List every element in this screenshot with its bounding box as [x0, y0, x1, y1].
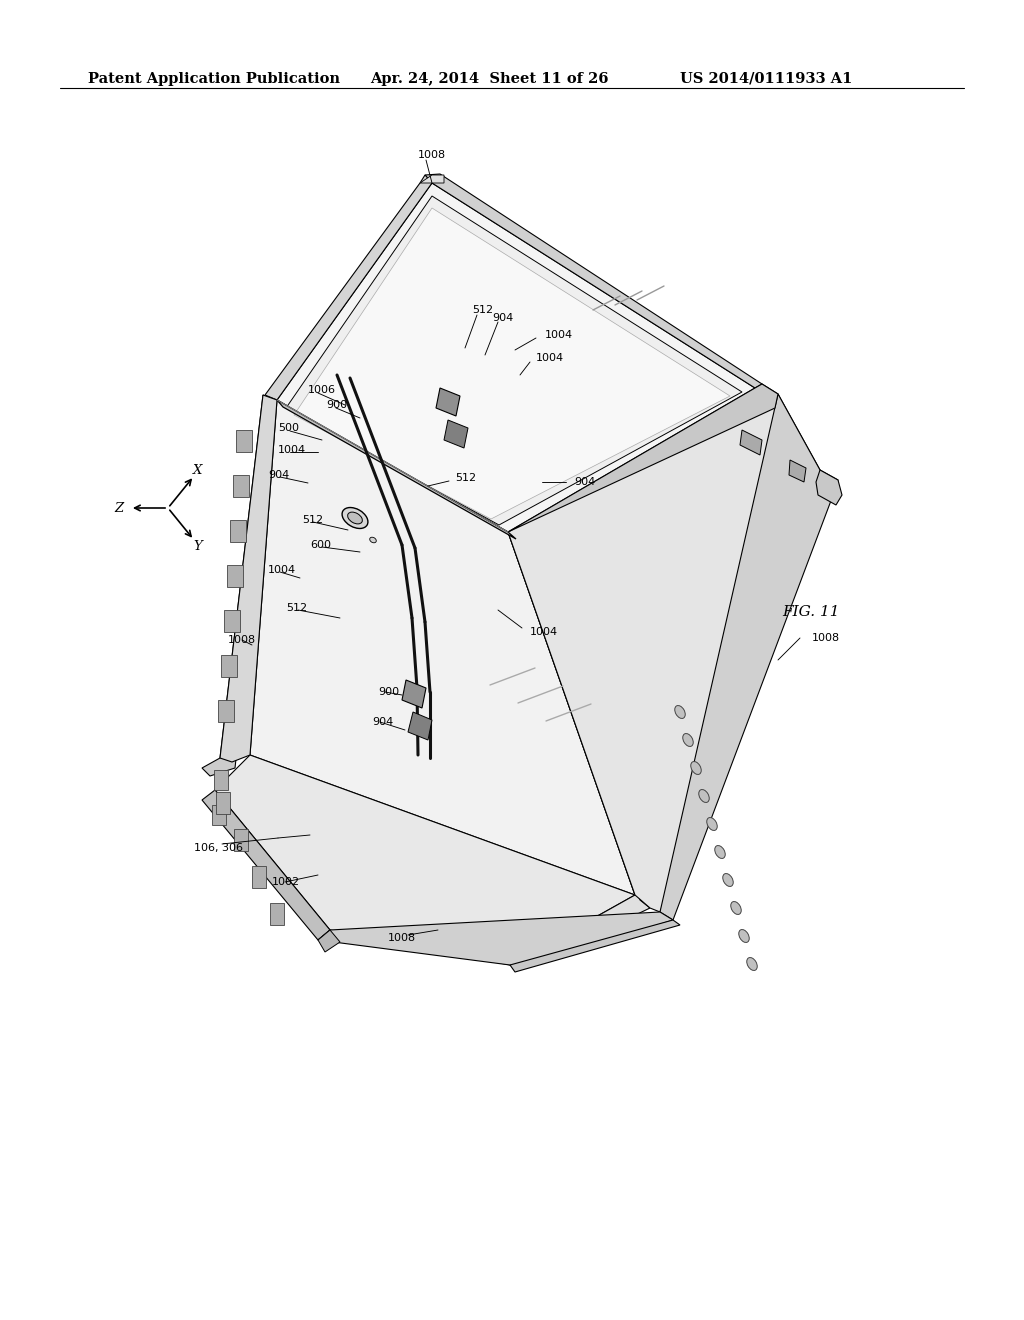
Polygon shape — [252, 866, 266, 888]
Polygon shape — [510, 920, 680, 972]
Text: 512: 512 — [286, 603, 307, 612]
Ellipse shape — [347, 512, 362, 524]
Text: 1004: 1004 — [278, 445, 306, 455]
Polygon shape — [318, 912, 673, 968]
Text: 106, 306: 106, 306 — [194, 843, 243, 853]
Polygon shape — [508, 384, 820, 912]
Polygon shape — [286, 195, 742, 525]
Polygon shape — [234, 829, 248, 851]
Polygon shape — [220, 395, 278, 762]
Polygon shape — [318, 931, 340, 952]
Ellipse shape — [723, 874, 733, 887]
Polygon shape — [227, 565, 243, 587]
Ellipse shape — [683, 734, 693, 747]
Ellipse shape — [342, 507, 368, 528]
Polygon shape — [278, 400, 516, 539]
Text: Z: Z — [115, 502, 124, 515]
Polygon shape — [444, 420, 468, 447]
Polygon shape — [790, 459, 806, 482]
Polygon shape — [230, 520, 246, 543]
Text: X: X — [194, 463, 203, 477]
Polygon shape — [740, 430, 762, 455]
Text: 600: 600 — [310, 540, 331, 550]
Ellipse shape — [738, 929, 750, 942]
Text: 1004: 1004 — [536, 352, 564, 363]
Text: FIG. 11: FIG. 11 — [782, 605, 840, 619]
Polygon shape — [265, 176, 432, 400]
Text: 512: 512 — [472, 305, 494, 315]
Text: 904: 904 — [574, 477, 595, 487]
Text: 512: 512 — [455, 473, 476, 483]
Polygon shape — [216, 792, 230, 814]
Polygon shape — [816, 470, 842, 506]
Text: Patent Application Publication: Patent Application Publication — [88, 73, 340, 86]
Text: Apr. 24, 2014  Sheet 11 of 26: Apr. 24, 2014 Sheet 11 of 26 — [370, 73, 608, 86]
Polygon shape — [250, 400, 635, 895]
Polygon shape — [215, 755, 635, 965]
Polygon shape — [508, 384, 778, 532]
Polygon shape — [221, 655, 237, 677]
Text: 1008: 1008 — [812, 634, 840, 643]
Polygon shape — [508, 532, 650, 968]
Polygon shape — [420, 176, 444, 183]
Text: 500: 500 — [278, 422, 299, 433]
Polygon shape — [202, 395, 275, 776]
Ellipse shape — [698, 789, 710, 803]
Text: 512: 512 — [302, 515, 324, 525]
Text: 900: 900 — [378, 686, 399, 697]
Text: 904: 904 — [372, 717, 393, 727]
Ellipse shape — [731, 902, 741, 915]
Text: 1004: 1004 — [545, 330, 573, 341]
Polygon shape — [270, 903, 284, 925]
Text: 1004: 1004 — [268, 565, 296, 576]
Polygon shape — [214, 770, 228, 789]
Ellipse shape — [746, 957, 757, 970]
Polygon shape — [224, 610, 240, 632]
Polygon shape — [660, 393, 838, 920]
Ellipse shape — [370, 537, 376, 543]
Text: 900: 900 — [326, 400, 347, 411]
Ellipse shape — [715, 846, 725, 858]
Polygon shape — [425, 174, 762, 388]
Polygon shape — [294, 209, 730, 519]
Ellipse shape — [691, 762, 701, 775]
Polygon shape — [236, 430, 252, 451]
Text: 1006: 1006 — [308, 385, 336, 395]
Text: US 2014/0111933 A1: US 2014/0111933 A1 — [680, 73, 852, 86]
Polygon shape — [218, 700, 234, 722]
Text: 1004: 1004 — [530, 627, 558, 638]
Text: 904: 904 — [492, 313, 513, 323]
Text: 1002: 1002 — [272, 876, 300, 887]
Polygon shape — [233, 475, 249, 498]
Ellipse shape — [707, 817, 717, 830]
Polygon shape — [202, 789, 330, 940]
Ellipse shape — [675, 705, 685, 718]
Polygon shape — [436, 388, 460, 416]
Polygon shape — [278, 183, 755, 532]
Polygon shape — [402, 680, 426, 708]
Text: 1008: 1008 — [418, 150, 446, 160]
Text: Y: Y — [194, 540, 203, 553]
Text: 1008: 1008 — [388, 933, 416, 942]
Polygon shape — [408, 711, 432, 741]
Text: 904: 904 — [268, 470, 289, 480]
Polygon shape — [212, 805, 226, 825]
Text: 1008: 1008 — [228, 635, 256, 645]
